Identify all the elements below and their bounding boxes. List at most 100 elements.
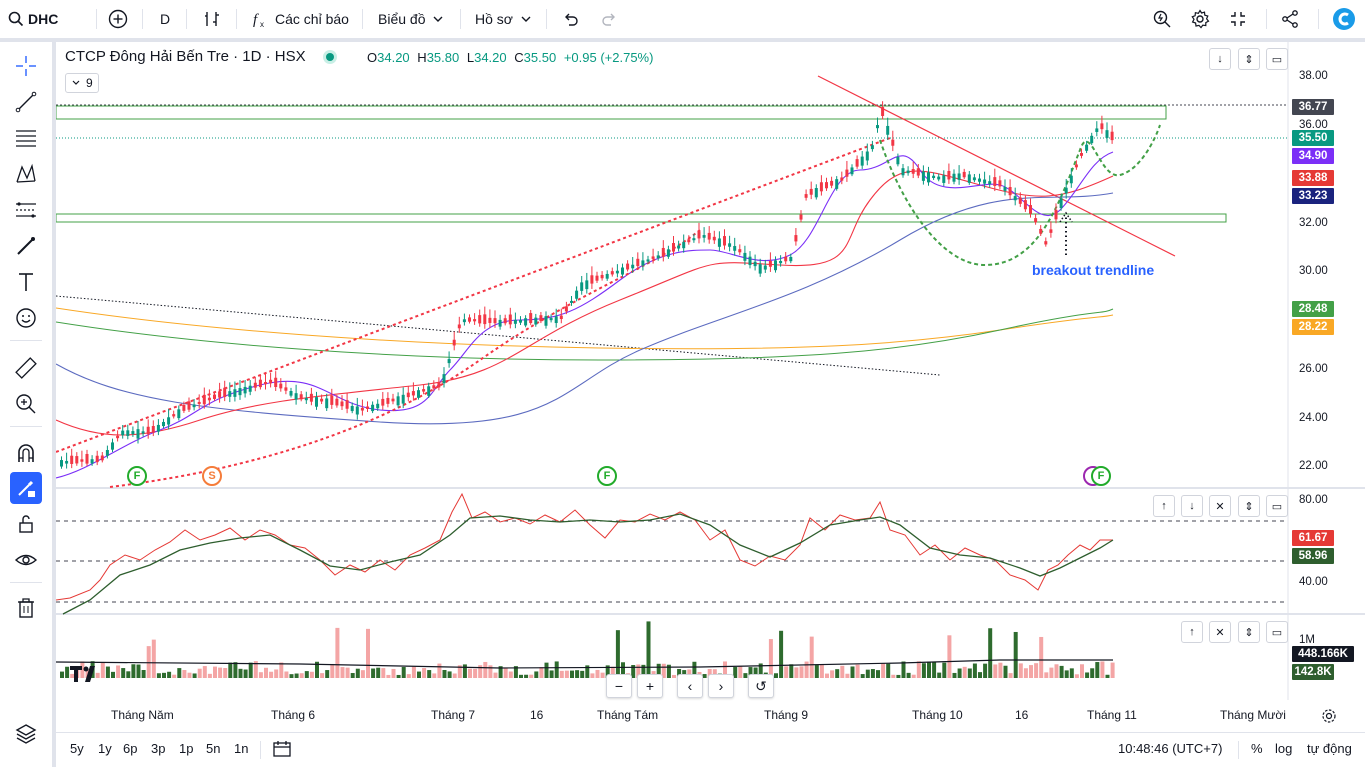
candle-body: [483, 314, 487, 325]
candle-body: [146, 426, 150, 435]
volume-move-up-button[interactable]: ↑: [1181, 621, 1203, 643]
candle-body: [564, 306, 568, 312]
magnet-tool[interactable]: [10, 438, 42, 470]
brush-tool[interactable]: [10, 230, 42, 262]
candle-body: [376, 403, 380, 409]
pane-collapse-button[interactable]: ⇕: [1238, 48, 1260, 70]
percent-scale-toggle[interactable]: %: [1251, 741, 1263, 756]
scroll-right-button[interactable]: ›: [708, 674, 734, 698]
visibility-tool[interactable]: [10, 544, 42, 576]
volume-bar: [457, 665, 462, 678]
compare-button[interactable]: [108, 0, 128, 38]
auto-scale-toggle[interactable]: tự động: [1307, 741, 1352, 756]
event-marker-s[interactable]: S: [202, 466, 222, 486]
remove-drawings-tool[interactable]: [10, 592, 42, 624]
candle-body: [554, 316, 558, 324]
candle-body: [570, 300, 573, 303]
range-1m[interactable]: 1p: [179, 741, 194, 756]
volume-bar: [580, 670, 585, 678]
quick-search-button[interactable]: [1152, 0, 1172, 38]
volume-collapse-button[interactable]: ⇕: [1238, 621, 1260, 643]
rsi-collapse-button[interactable]: ⇕: [1238, 495, 1260, 517]
candle-body: [840, 177, 844, 181]
candle-body: [355, 406, 359, 415]
object-tree-tool[interactable]: [10, 718, 42, 750]
lock-tool[interactable]: [10, 508, 42, 540]
range-1y[interactable]: 1y: [98, 741, 112, 756]
timezone-clock[interactable]: 10:48:46 (UTC+7): [1118, 741, 1223, 756]
candle-body: [825, 182, 828, 189]
zoom-in-button[interactable]: +: [637, 674, 663, 698]
crosshair-tool[interactable]: [10, 50, 42, 82]
chart-type-menu[interactable]: Biểu đồ: [378, 0, 445, 38]
emoji-tool[interactable]: [10, 302, 42, 334]
symbol-label: DHC: [28, 11, 59, 27]
goto-date-button[interactable]: [272, 739, 292, 762]
candle-body: [131, 431, 135, 435]
symbol-description[interactable]: CTCP Đông Hải Bến Tre · 1D · HSX: [65, 48, 306, 65]
zoom-tool[interactable]: [10, 388, 42, 420]
log-scale-toggle[interactable]: log: [1275, 741, 1293, 756]
volume-bar: [146, 646, 151, 678]
rsi-maximize-button[interactable]: ▭: [1266, 495, 1288, 517]
volume-maximize-button[interactable]: ▭: [1266, 621, 1288, 643]
price-chart[interactable]: [56, 42, 1365, 732]
pane-move-down-button[interactable]: ↓: [1209, 48, 1231, 70]
rsi-close-button[interactable]: ✕: [1209, 495, 1231, 517]
event-marker-f[interactable]: F: [127, 466, 147, 486]
settings-button[interactable]: [1190, 0, 1210, 38]
measure-tool[interactable]: [10, 352, 42, 384]
profile-menu[interactable]: Hồ sơ: [475, 0, 533, 38]
volume-bar: [376, 667, 381, 678]
event-marker-f[interactable]: F: [1091, 466, 1111, 486]
zoom-out-button[interactable]: −: [606, 674, 632, 698]
candle-body: [366, 406, 369, 409]
crosshair-icon: [16, 56, 36, 76]
candle-body: [315, 397, 318, 407]
indicators-toggle[interactable]: 9: [65, 73, 99, 93]
rsi-move-down-button[interactable]: ↓: [1181, 495, 1203, 517]
range-6m[interactable]: 6p: [123, 741, 138, 756]
interval-button[interactable]: D: [160, 0, 170, 38]
share-icon: [1282, 10, 1298, 28]
bar-style-button[interactable]: [202, 0, 222, 38]
volume-bar: [422, 668, 427, 678]
range-5y[interactable]: 5y: [70, 741, 84, 756]
time-label: Tháng 7: [431, 708, 476, 722]
brand-logo[interactable]: [1332, 0, 1356, 38]
breakout-annotation[interactable]: breakout trendline: [1032, 262, 1155, 278]
fullscreen-button[interactable]: [1228, 0, 1248, 38]
trendline-tool[interactable]: [10, 86, 42, 118]
range-1d[interactable]: 1n: [234, 741, 249, 756]
undo-button[interactable]: [562, 0, 580, 38]
reset-chart-button[interactable]: ↺: [748, 674, 774, 698]
volume-bar: [1064, 670, 1069, 678]
projection-tool[interactable]: [10, 194, 42, 226]
symbol-search[interactable]: DHC: [8, 0, 58, 38]
candle-body: [192, 404, 196, 408]
stay-drawing-tool[interactable]: [10, 472, 42, 504]
candle-body: [983, 179, 987, 184]
tradingview-logo[interactable]: [68, 664, 102, 689]
fib-tool[interactable]: [10, 122, 42, 154]
price-tick: 30.00: [1299, 265, 1328, 277]
volume-bar: [131, 664, 136, 678]
scroll-left-button[interactable]: ‹: [677, 674, 703, 698]
volume-close-button[interactable]: ✕: [1209, 621, 1231, 643]
text-tool[interactable]: [10, 266, 42, 298]
svg-text:x: x: [260, 20, 264, 29]
rsi-move-up-button[interactable]: ↑: [1153, 495, 1175, 517]
candle-body: [1095, 128, 1099, 132]
event-marker-f[interactable]: F: [597, 466, 617, 486]
volume-bar: [294, 673, 299, 678]
redo-button[interactable]: [600, 0, 618, 38]
pattern-tool[interactable]: [10, 158, 42, 190]
pane-maximize-button[interactable]: ▭: [1266, 48, 1288, 70]
text-icon: [19, 273, 33, 291]
share-button[interactable]: [1280, 0, 1300, 38]
candle-body: [580, 282, 584, 291]
axis-settings-button[interactable]: [1321, 708, 1337, 729]
range-3m[interactable]: 3p: [151, 741, 166, 756]
range-5d[interactable]: 5n: [206, 741, 221, 756]
